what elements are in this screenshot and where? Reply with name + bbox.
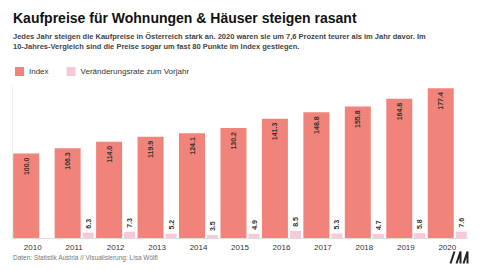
svg-text:4.9: 4.9 [251,220,258,230]
svg-text:3.5: 3.5 [209,221,216,231]
svg-text:2014: 2014 [190,243,208,252]
svg-text:Index: Index [29,67,49,76]
svg-text:130.2: 130.2 [230,132,237,150]
svg-text:Jedes Jahr steigen die Kaufpre: Jedes Jahr steigen die Kaufpreise in Öst… [13,32,428,41]
svg-text:141.3: 141.3 [271,123,278,141]
svg-text:10-Jahres-Vergleich sind die P: 10-Jahres-Vergleich sind die Preise soga… [13,42,299,51]
svg-text:2010: 2010 [24,243,42,252]
svg-text:119.9: 119.9 [147,141,154,158]
svg-text:177.4: 177.4 [437,92,444,110]
svg-text:100.0: 100.0 [23,157,30,175]
svg-text:2012: 2012 [107,243,125,252]
svg-text:106.3: 106.3 [64,152,71,170]
svg-text:2013: 2013 [148,243,166,252]
svg-text:2020: 2020 [438,243,456,252]
svg-text:124.1: 124.1 [189,137,196,155]
svg-text:5.8: 5.8 [416,219,423,229]
svg-text:Veränderungsrate zum Vorjahr: Veränderungsrate zum Vorjahr [81,67,190,76]
svg-text:2011: 2011 [66,243,84,252]
svg-text:148.8: 148.8 [313,116,320,134]
svg-text:7.6: 7.6 [458,218,465,228]
svg-text:155.8: 155.8 [354,110,361,128]
svg-text:5.3: 5.3 [333,220,340,230]
svg-text:2019: 2019 [397,243,415,252]
svg-text:Kaufpreise für Wohnungen & Häu: Kaufpreise für Wohnungen & Häuser steige… [13,10,357,26]
svg-text:2017: 2017 [314,243,332,252]
svg-text:6.3: 6.3 [85,219,92,229]
svg-text:5.2: 5.2 [168,220,175,230]
svg-text:Daten: Statistik Austria // Vi: Daten: Statistik Austria // Visualisieru… [13,254,158,262]
svg-text:7.3: 7.3 [126,218,133,228]
svg-text:2018: 2018 [355,243,373,252]
svg-text:2015: 2015 [231,243,249,252]
svg-text:4.7: 4.7 [375,220,382,230]
svg-text:8.5: 8.5 [292,217,299,227]
svg-text:2016: 2016 [273,243,291,252]
svg-text:114.0: 114.0 [106,146,113,163]
svg-text:164.8: 164.8 [396,103,403,121]
